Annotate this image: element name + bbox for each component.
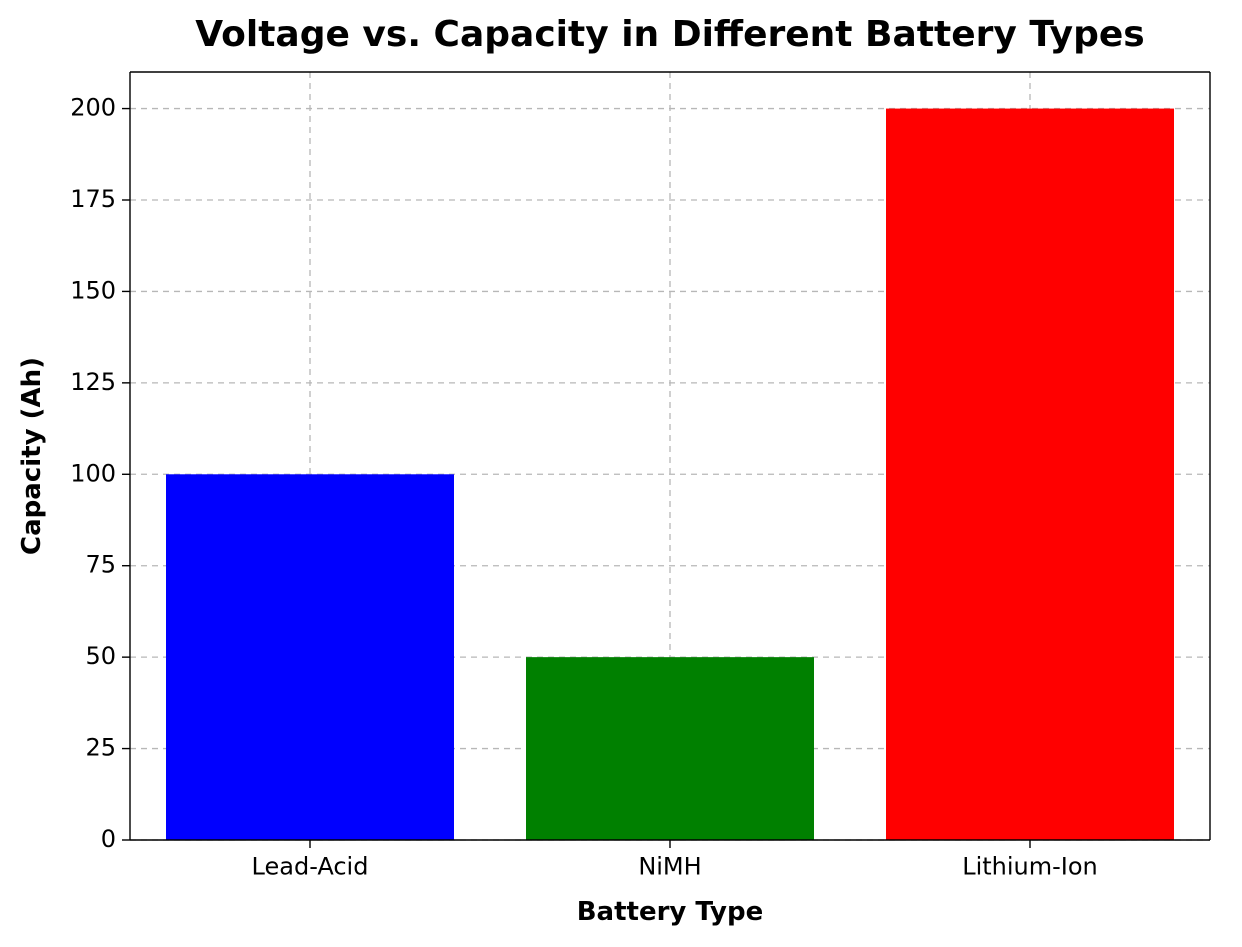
x-tick-label: Lithium-Ion: [962, 852, 1098, 880]
x-tick-label: NiMH: [638, 852, 701, 880]
bar: [166, 474, 454, 840]
y-tick-label: 75: [85, 551, 116, 579]
y-tick-label: 150: [70, 276, 116, 304]
bar: [886, 109, 1174, 840]
chart-container: 0 25 50 75 100 125 150 175 200 Lead-Acid NiMH Lithi…: [0, 0, 1242, 947]
bar-chart: 0 25 50 75 100 125 150 175 200 Lead-Acid NiMH Lithi…: [0, 0, 1242, 947]
x-tick-label: Lead-Acid: [252, 852, 369, 880]
chart-title: Voltage vs. Capacity in Different Batter…: [195, 14, 1144, 55]
y-axis-label: Capacity (Ah): [17, 357, 47, 555]
y-tick-label: 25: [85, 734, 116, 762]
y-tick-label: 200: [70, 94, 116, 122]
y-tick-label: 0: [101, 825, 116, 853]
y-tick-label: 125: [70, 368, 116, 396]
y-tick-label: 50: [85, 642, 116, 670]
y-tick-label: 100: [70, 459, 116, 487]
x-axis-label: Battery Type: [577, 897, 764, 927]
bar: [526, 657, 814, 840]
y-tick-label: 175: [70, 185, 116, 213]
